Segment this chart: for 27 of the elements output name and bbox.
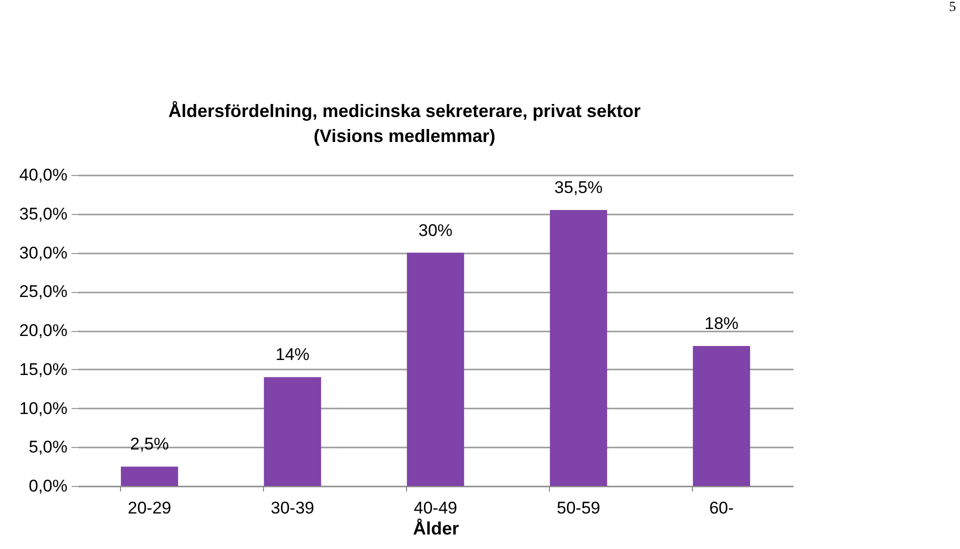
x-tick-label: 50-59	[556, 498, 600, 518]
data-label: 14%	[275, 345, 310, 364]
x-tick-label: 30-39	[270, 498, 314, 518]
x-axis-title: Ålder	[412, 518, 460, 538]
x-tick-label: 60-	[709, 498, 734, 518]
data-label: 18%	[704, 314, 739, 334]
x-tick-label: 20-29	[128, 498, 172, 518]
y-tick-label: 25,0%	[19, 282, 68, 302]
y-tick-label: 20,0%	[19, 321, 68, 340]
bar	[120, 466, 178, 486]
y-tick-label: 10,0%	[19, 398, 68, 418]
bar	[264, 377, 322, 486]
y-tick-label: 0,0%	[28, 476, 68, 496]
y-tick-label: 35,0%	[19, 204, 68, 224]
data-label: 30%	[418, 220, 453, 240]
y-tick-label: 30,0%	[19, 243, 68, 262]
data-label: 2,5%	[130, 434, 169, 454]
x-tick-label: 40-49	[414, 498, 458, 518]
text: 5	[949, 0, 956, 16]
y-tick-label: 5,0%	[28, 438, 68, 457]
y-tick-label: 15,0%	[19, 360, 68, 379]
bar	[406, 252, 464, 486]
chart-title: Åldersfördelning, medicinska sekreterare, privat sektor (Visions medlemmar)	[168, 101, 641, 146]
data-label: 35,5%	[554, 178, 603, 197]
bar	[550, 210, 608, 486]
y-tick-label: 40,0%	[19, 166, 68, 184]
bar	[692, 346, 750, 486]
